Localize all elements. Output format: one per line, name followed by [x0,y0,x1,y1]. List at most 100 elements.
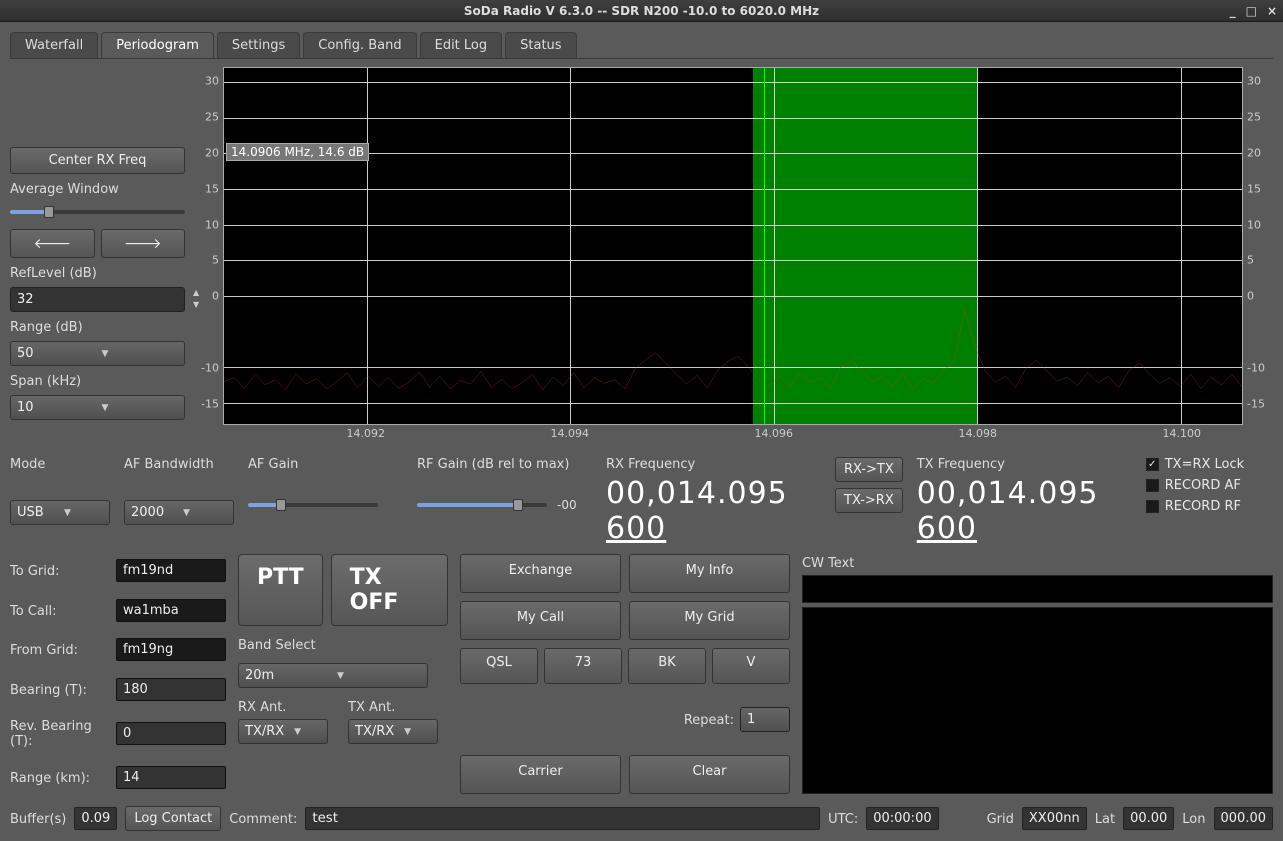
nav-right-button[interactable]: 🡒 [101,229,186,258]
buffers-value: 0.09 [74,807,117,830]
rfgain-label: RF Gain (dB rel to max) [417,457,592,472]
main-tabs: WaterfallPeriodogramSettingsConfig. Band… [10,32,1273,59]
maximize-icon[interactable]: □ [1246,4,1257,18]
periodogram-chart[interactable]: 302520151050-10-15 14.0906 MHz, 14.6 dB … [193,67,1273,447]
tx-off-button[interactable]: TX OFF [331,554,448,626]
buffers-label: Buffer(s) [10,812,66,827]
tx-to-rx-button[interactable]: TX->RX [835,488,903,513]
lon-value: 000.00 [1214,807,1274,830]
rev-bearing-input[interactable] [116,722,226,745]
mode-label: Mode [10,457,110,472]
my-call-button[interactable]: My Call [460,601,621,640]
record-rf-check[interactable]: RECORD RF [1146,499,1244,514]
chevron-down-icon: ▼ [98,403,181,413]
rxfreq-label: RX Frequency [606,457,821,472]
mode-combo[interactable]: USB ▼ [10,500,110,525]
to-grid-input[interactable] [116,559,226,582]
my-grid-button[interactable]: My Grid [629,601,790,640]
bearing-input[interactable] [116,678,226,701]
range-km-label: Range (km): [10,771,110,786]
range-db-value: 50 [11,342,98,365]
rx-ant-combo[interactable]: TX/RX▼ [238,719,328,744]
rx-ant-label: RX Ant. [238,700,328,715]
rfgain-slider[interactable] [417,498,547,512]
minimize-icon[interactable]: _ [1230,4,1236,18]
span-khz-combo[interactable]: 10 ▼ [10,395,185,420]
range-km-input[interactable] [116,766,226,789]
from-grid-input[interactable] [116,638,226,661]
to-call-input[interactable] [116,599,226,622]
cw-text-line[interactable] [802,575,1273,603]
band-select-label: Band Select [238,638,448,653]
chevron-down-icon: ▼ [290,727,323,737]
qsl-button[interactable]: QSL [460,648,538,683]
tx-frequency-display[interactable]: 00,014.095 600 [917,476,1132,546]
tx-ant-label: TX Ant. [348,700,438,715]
utc-label: UTC: [828,812,858,827]
lat-value: 00.00 [1123,807,1174,830]
tab-edit-log[interactable]: Edit Log [420,32,503,58]
comment-input[interactable] [305,807,820,830]
span-khz-label: Span (kHz) [10,374,185,389]
seventy-three-button[interactable]: 73 [544,648,622,683]
chevron-down-icon: ▼ [179,508,229,518]
txfreq-label: TX Frequency [917,457,1132,472]
my-info-button[interactable]: My Info [629,554,790,593]
range-db-label: Range (dB) [10,320,185,335]
rfgain-readout: -00 [557,498,577,512]
avg-window-slider[interactable] [10,205,185,219]
rx-to-tx-button[interactable]: RX->TX [835,457,903,482]
afbw-label: AF Bandwidth [124,457,234,472]
ptt-button[interactable]: PTT [238,554,323,626]
tab-config-band[interactable]: Config. Band [303,32,416,58]
tab-waterfall[interactable]: Waterfall [10,32,98,58]
rev-bearing-label: Rev. Bearing (T): [10,719,110,749]
band-select-value: 20m [239,664,333,687]
afgain-slider[interactable] [248,498,378,512]
utc-value: 00:00:00 [866,807,938,830]
chevron-down-icon: ▼ [333,671,423,681]
exchange-button[interactable]: Exchange [460,554,621,593]
tab-periodogram[interactable]: Periodogram [101,32,214,58]
v-button[interactable]: V [712,648,790,683]
tx-ant-combo[interactable]: TX/RX▼ [348,719,438,744]
afbw-combo[interactable]: 2000 ▼ [124,500,234,525]
comment-label: Comment: [229,812,297,827]
reflevel-spinner[interactable]: ▲▼ [10,287,185,312]
tx-rx-lock-check[interactable]: ✓TX=RX Lock [1146,457,1244,472]
close-icon[interactable]: × [1267,4,1277,18]
tab-status[interactable]: Status [505,32,576,58]
range-db-combo[interactable]: 50 ▼ [10,341,185,366]
tab-settings[interactable]: Settings [217,32,300,58]
reflevel-input[interactable] [11,288,193,311]
record-af-check[interactable]: RECORD AF [1146,478,1244,493]
center-rx-freq-button[interactable]: Center RX Freq [10,147,185,174]
window-title: SoDa Radio V 6.3.0 -- SDR N200 -10.0 to … [464,4,819,18]
to-call-label: To Call: [10,604,110,619]
cw-text-label: CW Text [802,556,1273,571]
avg-window-label: Average Window [10,182,185,197]
lat-label: Lat [1095,812,1115,827]
log-contact-button[interactable]: Log Contact [125,806,221,831]
bk-button[interactable]: BK [628,648,706,683]
repeat-label: Repeat: [684,713,734,728]
span-khz-value: 10 [11,396,98,419]
chevron-down-icon: ▼ [400,727,433,737]
rx-frequency-display[interactable]: 00,014.095 600 [606,476,821,546]
chevron-down-icon: ▼ [60,508,105,518]
band-select-combo[interactable]: 20m ▼ [238,663,428,688]
mode-value: USB [11,501,60,524]
window-titlebar: SoDa Radio V 6.3.0 -- SDR N200 -10.0 to … [0,0,1283,22]
carrier-button[interactable]: Carrier [460,755,621,794]
chevron-down-icon: ▼ [98,349,181,359]
reflevel-label: RefLevel (dB) [10,266,185,281]
lon-label: Lon [1182,812,1205,827]
clear-button[interactable]: Clear [629,755,790,794]
nav-left-button[interactable]: 🡐 [10,229,95,258]
to-grid-label: To Grid: [10,564,110,579]
repeat-spinner[interactable]: ▲▼ [740,707,790,732]
cw-text-area[interactable] [802,607,1273,794]
afgain-label: AF Gain [248,457,403,472]
grid-label: Grid [987,812,1014,827]
afbw-value: 2000 [125,501,179,524]
